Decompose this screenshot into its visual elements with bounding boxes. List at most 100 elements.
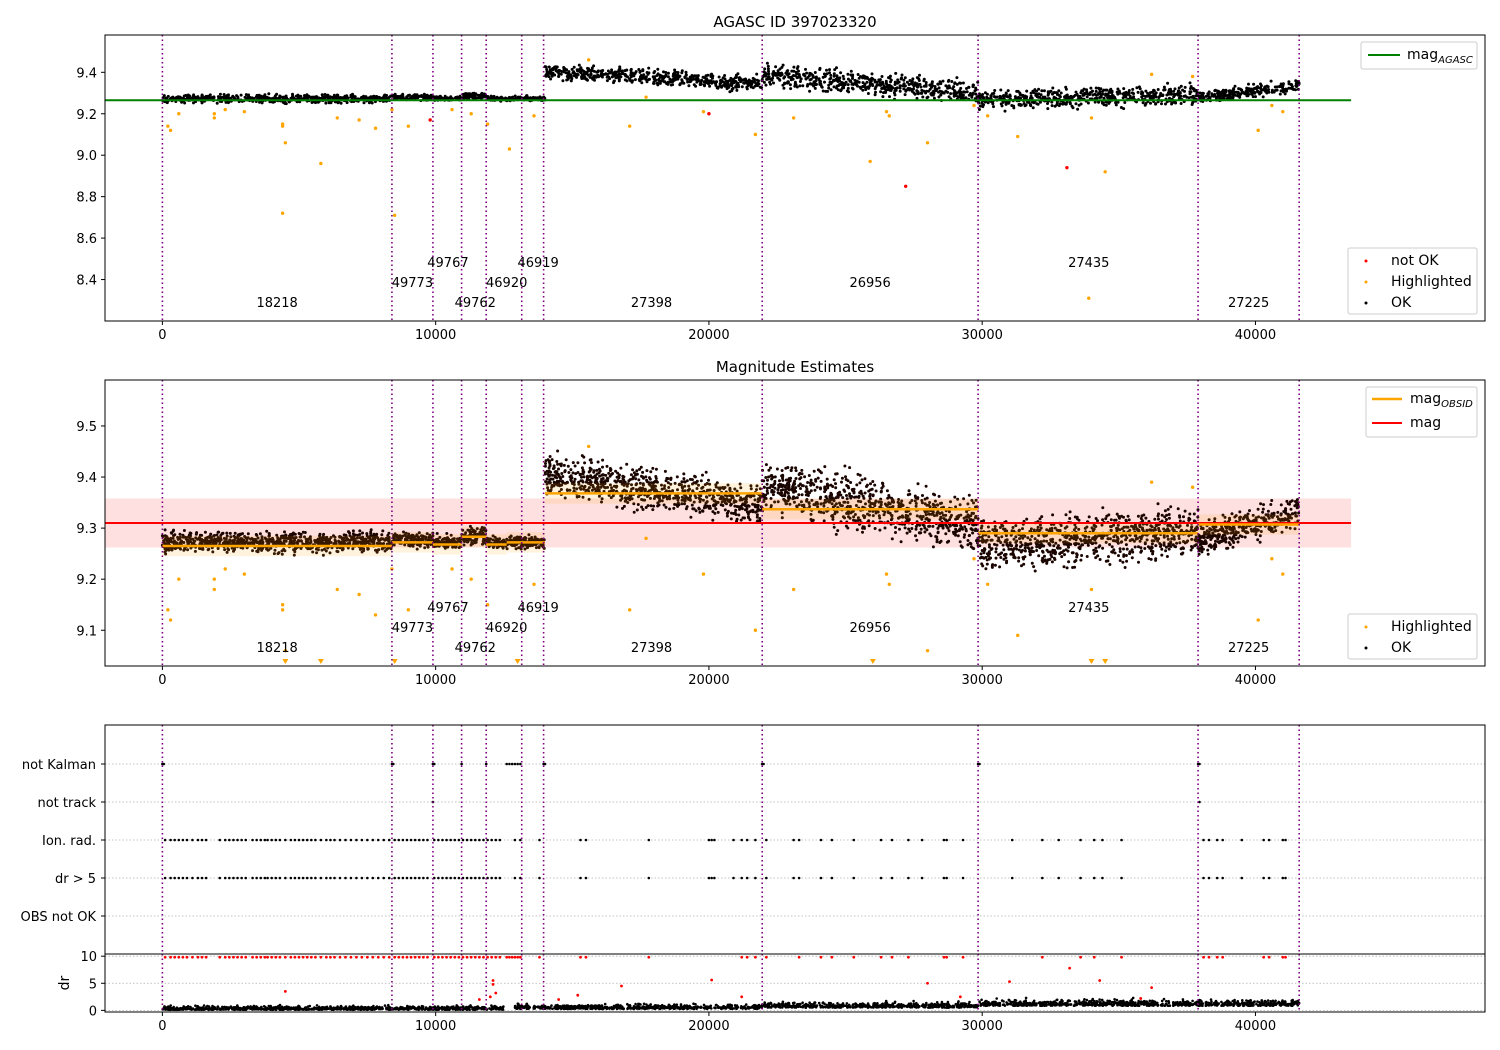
ok-point: [859, 86, 863, 90]
ok-point: [1152, 89, 1156, 93]
legend-mag-agasc-sub: AGASC: [1437, 55, 1473, 66]
ok-point: [786, 69, 790, 73]
ok-point: [724, 79, 728, 83]
ok-point: [789, 87, 793, 91]
ok-point: [774, 71, 777, 75]
ok-point: [548, 455, 552, 458]
ok-point: [730, 84, 734, 88]
ok-point: [557, 474, 561, 478]
ok-point: [787, 75, 791, 79]
ok-point: [908, 79, 912, 82]
ok-point: [1016, 89, 1020, 93]
ok-point: [970, 93, 973, 97]
ok-point: [939, 92, 943, 96]
ok-point: [654, 467, 658, 471]
highlighted-point: [450, 107, 454, 112]
ok-point: [1273, 85, 1277, 89]
ok-point: [928, 83, 932, 87]
ok-point: [1105, 88, 1109, 92]
ok-point: [1123, 101, 1127, 104]
ok-point: [255, 93, 259, 97]
highlighted-point: [469, 112, 473, 116]
ok-point: [322, 532, 326, 536]
ok-point: [1183, 85, 1187, 89]
highlighted-point: [212, 116, 217, 120]
ok-point: [821, 89, 825, 93]
ok-point: [596, 70, 600, 74]
ok-point: [1217, 90, 1221, 94]
ok-point: [632, 510, 636, 514]
ok-point: [1050, 104, 1054, 108]
ok-point: [1052, 96, 1056, 100]
ok-point: [921, 95, 925, 99]
ok-point: [756, 519, 760, 523]
ok-point: [1143, 103, 1147, 107]
ok-point: [955, 82, 959, 86]
ok-point: [1148, 91, 1152, 95]
ok-point: [788, 83, 792, 87]
ok-point: [781, 63, 785, 67]
ok-point: [619, 466, 623, 470]
ok-point: [711, 518, 715, 522]
ok-point: [314, 101, 317, 105]
ok-point: [944, 84, 948, 88]
ok-point: [708, 84, 712, 88]
ok-point: [999, 102, 1003, 106]
ok-point: [1105, 100, 1109, 104]
ok-point: [1071, 106, 1075, 110]
ok-point: [1270, 90, 1274, 94]
ok-point: [721, 504, 725, 507]
ok-point: [917, 79, 921, 82]
ok-point: [210, 96, 214, 99]
highlighted-point: [972, 103, 976, 108]
ok-point: [1232, 87, 1236, 91]
ok-point: [671, 83, 675, 87]
ok-point: [572, 65, 576, 69]
ok-point: [700, 78, 704, 82]
ok-point: [552, 466, 556, 470]
ok-point: [793, 74, 797, 78]
ok-point: [1094, 89, 1098, 93]
ok-point: [869, 79, 873, 83]
ok-point: [618, 65, 622, 69]
ok-point: [716, 510, 720, 514]
ok-point: [1290, 85, 1294, 89]
ok-point: [827, 83, 831, 87]
highlighted-point: [212, 112, 217, 116]
ok-point: [846, 77, 850, 81]
ok-point: [1085, 90, 1089, 94]
ok-point: [755, 72, 759, 76]
ok-point: [1141, 101, 1145, 105]
ok-point: [215, 101, 219, 105]
ok-point: [714, 84, 718, 87]
highlighted-point: [507, 147, 512, 151]
ok-point: [870, 72, 874, 76]
panel2-title: Magnitude Estimates: [716, 358, 874, 376]
ok-point: [818, 66, 822, 70]
ok-point: [1074, 102, 1078, 106]
ok-point: [964, 96, 968, 100]
ok-point: [770, 78, 774, 82]
ok-point: [849, 69, 853, 73]
ok-point: [1057, 104, 1061, 108]
ok-point: [1029, 91, 1033, 95]
ok-point: [723, 508, 727, 512]
ok-point: [772, 81, 775, 85]
ok-point: [174, 96, 178, 100]
ok-point: [594, 477, 598, 481]
ok-point: [1294, 79, 1298, 83]
ok-point: [1037, 87, 1041, 91]
ok-point: [244, 93, 248, 97]
ok-point: [662, 503, 666, 507]
ok-point: [925, 96, 929, 100]
ok-point: [1201, 91, 1205, 95]
ok-point: [769, 82, 772, 86]
ok-point: [1166, 81, 1170, 85]
ok-point: [184, 93, 188, 97]
ok-point: [912, 87, 915, 91]
obsid-label: 27398: [631, 296, 672, 311]
ok-point: [1019, 103, 1023, 107]
ok-point: [476, 93, 480, 97]
ok-point: [881, 80, 885, 84]
not-ok-point: [428, 118, 432, 122]
